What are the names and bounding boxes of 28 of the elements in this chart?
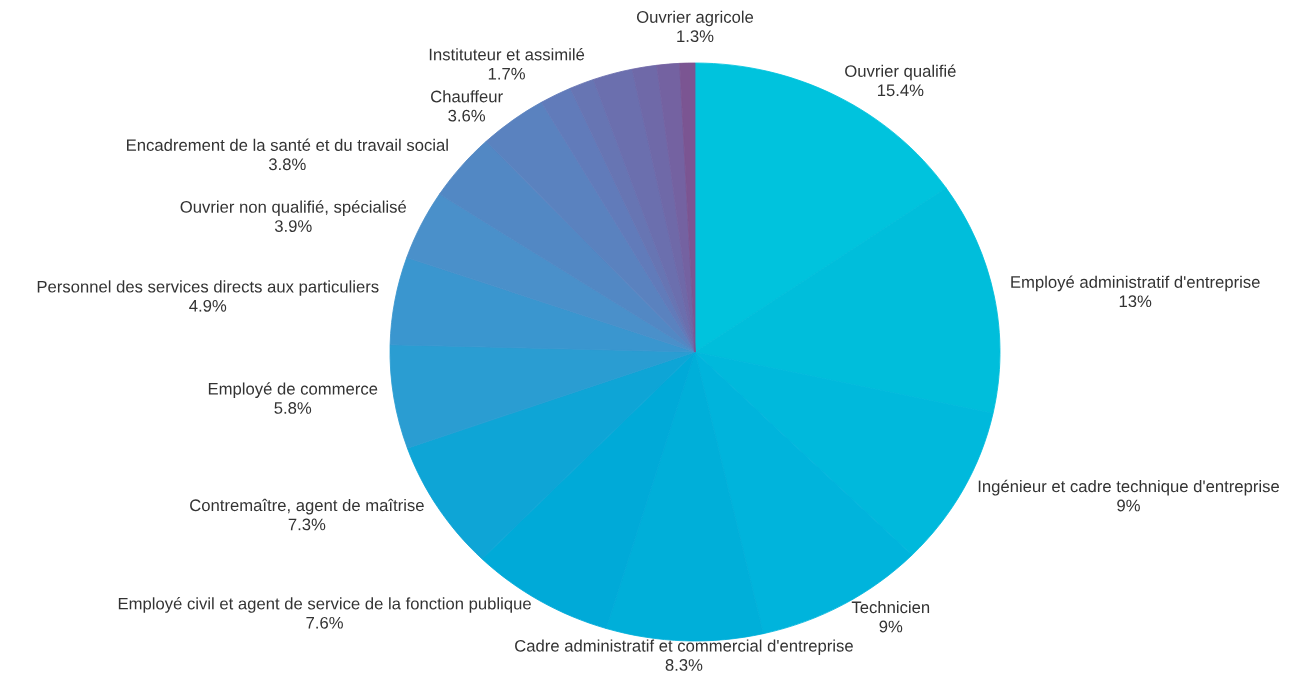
slice-label: Personnel des services directs aux particuliers [37, 280, 379, 296]
data-label: 15.4% [878, 84, 924, 97]
slice-label: Employé administratif d'entreprise [1011, 275, 1260, 292]
data-label: 9% [1117, 499, 1140, 512]
data-label: 3.9% [274, 220, 312, 232]
data-label: 3.6% [448, 109, 486, 122]
data-label: 8.3% [665, 659, 703, 671]
slice-label: Ouvrier qualifié [845, 64, 956, 81]
data-label: 9% [879, 620, 903, 633]
slice-label: Employé civil et agent de service de la fonction publique [118, 597, 531, 613]
slice-label: Technicien [851, 601, 930, 614]
slice-label: Ouvrier agricole [636, 10, 754, 27]
slice-label: Employé de commerce [208, 382, 378, 398]
slice-label: Chauffeur [431, 90, 503, 103]
slice-label: Instituteur et assimilé [429, 47, 585, 61]
data-label: 7.3% [288, 518, 326, 531]
slice-label: Cadre administratif et commercial d'entreprise [515, 639, 853, 656]
slice-label: Encadrement de la santé et du travail social [127, 138, 448, 152]
slice-label: Ouvrier non qualifié, spécialisé [180, 200, 407, 217]
data-label: 13% [1119, 295, 1152, 308]
data-label: 7.6% [306, 616, 343, 629]
data-label: 3.8% [268, 158, 306, 171]
data-label: 5.8% [274, 402, 312, 414]
data-label: 1.3% [677, 30, 714, 43]
slice-label: Ingénieur et cadre technique d'entreprise [978, 479, 1279, 496]
data-label: 4.9% [189, 299, 227, 312]
slice-label: Contremaître, agent de maîtrise [190, 498, 424, 515]
data-label: 1.7% [488, 67, 525, 80]
